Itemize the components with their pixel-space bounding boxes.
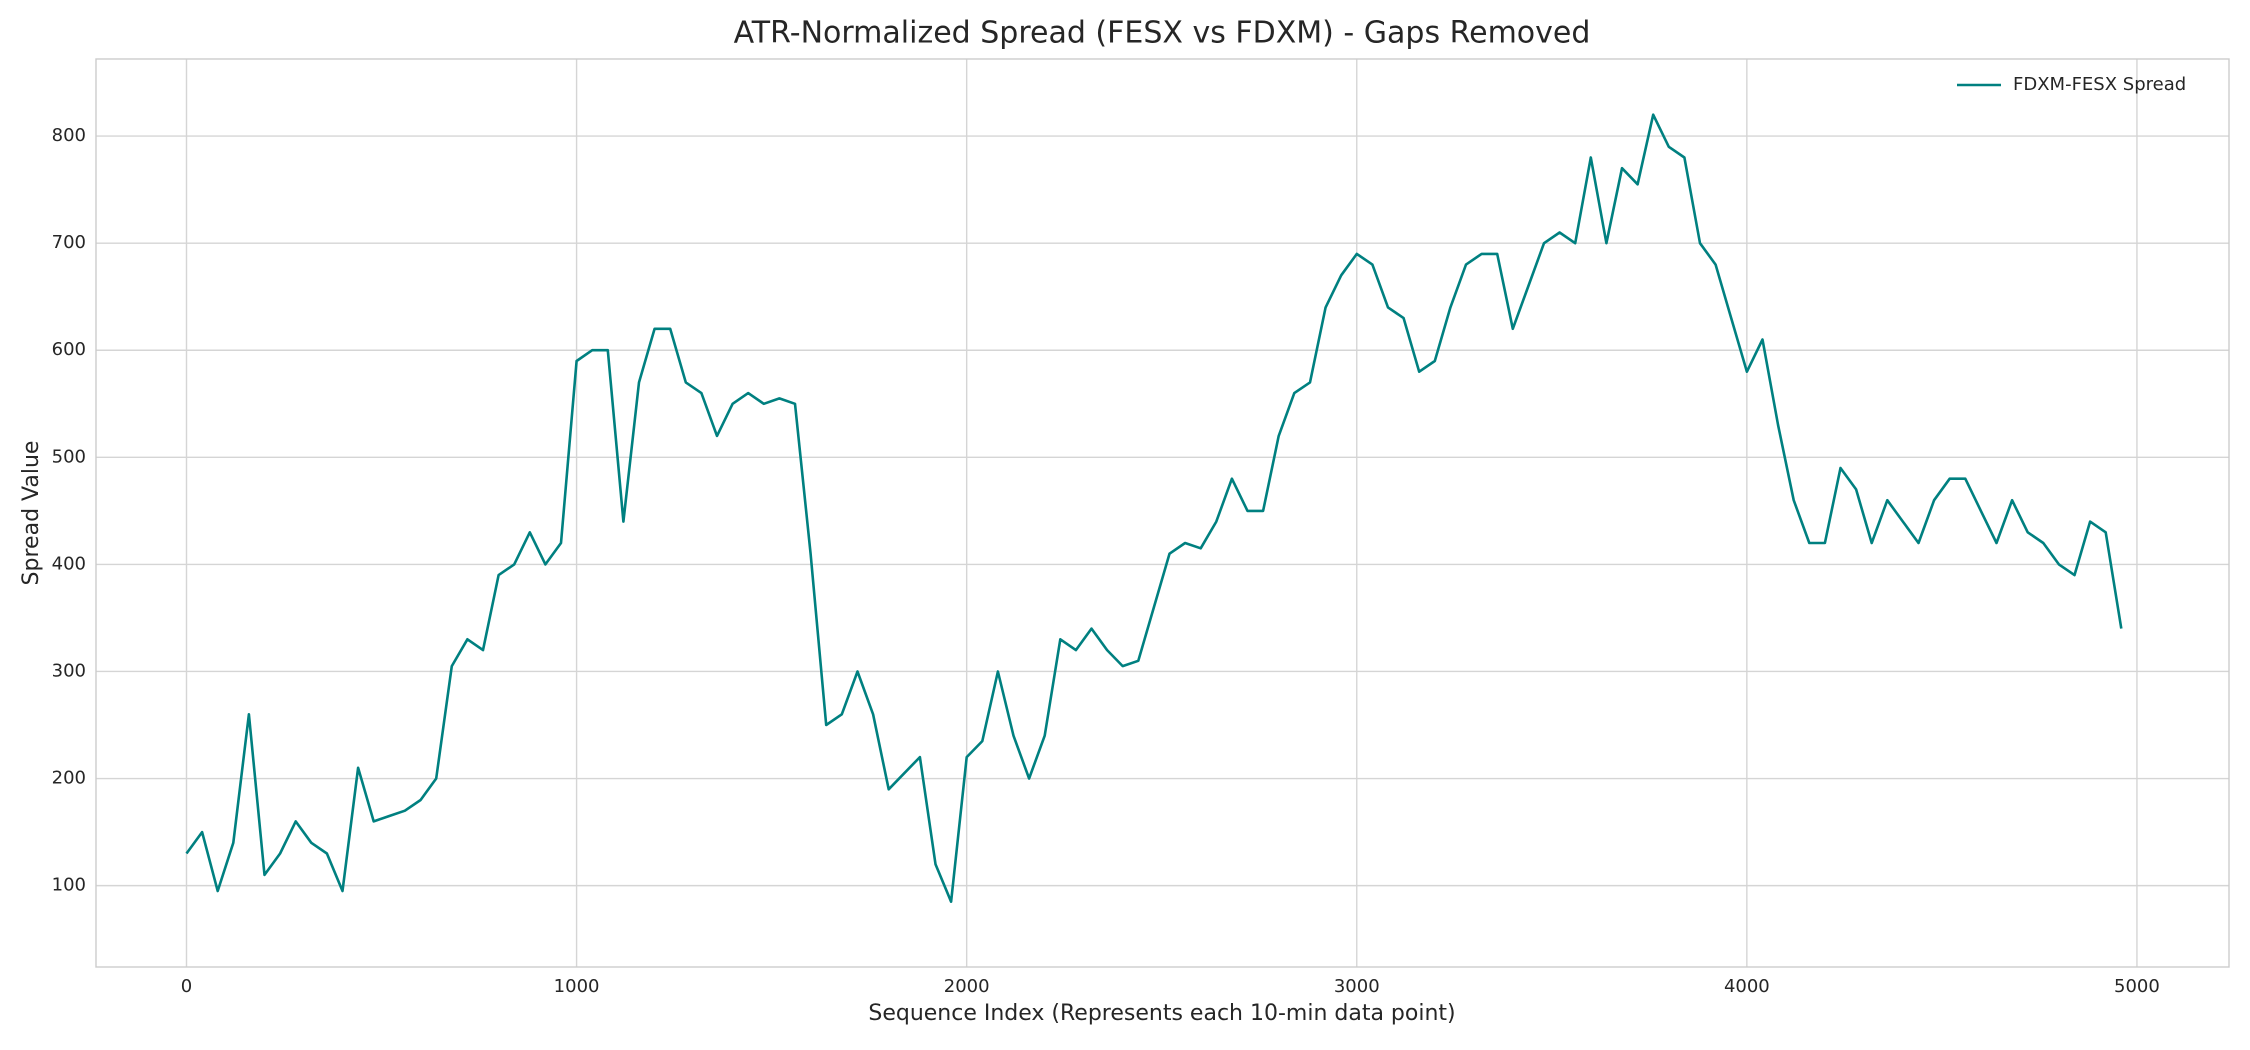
legend-label: FDXM-FESX Spread xyxy=(2013,74,2186,95)
x-tick-label: 0 xyxy=(181,976,192,997)
x-tick-label: 1000 xyxy=(554,976,600,997)
data-line xyxy=(185,113,2123,903)
y-tick-label: 600 xyxy=(52,339,86,360)
y-tick-label: 500 xyxy=(52,446,86,467)
y-tick-label: 800 xyxy=(52,125,86,146)
y-axis-label: Spread Value xyxy=(19,441,44,586)
y-tick-label: 700 xyxy=(52,232,86,253)
x-tick-label: 4000 xyxy=(1724,976,1770,997)
chart-title: ATR-Normalized Spread (FESX vs FDXM) - G… xyxy=(734,16,1591,51)
y-tick-label: 400 xyxy=(52,553,86,574)
x-tick-label: 3000 xyxy=(1334,976,1380,997)
y-tick-label: 100 xyxy=(52,875,86,896)
plot-frame xyxy=(95,58,2230,968)
x-axis-label: Sequence Index (Represents each 10-min d… xyxy=(868,1001,1455,1026)
x-tick-label: 5000 xyxy=(2114,976,2160,997)
x-tick-label: 2000 xyxy=(944,976,990,997)
y-tick-label: 200 xyxy=(52,768,86,789)
y-tick-label: 300 xyxy=(52,660,86,681)
